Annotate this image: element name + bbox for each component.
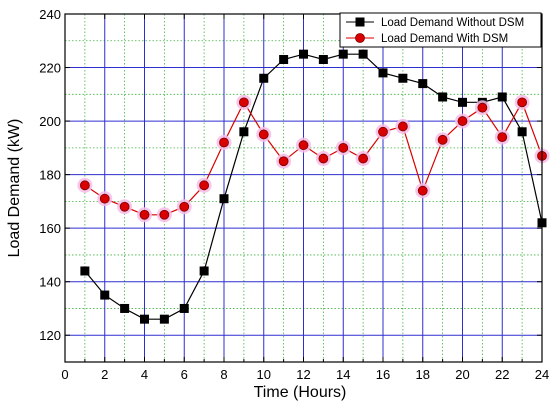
x-tick-label: 10 [257, 367, 271, 382]
data-point-square [497, 92, 507, 102]
legend-label-with-dsm: Load Demand With DSM [381, 33, 508, 45]
data-point-circle [358, 153, 369, 164]
data-point-circle [397, 121, 408, 132]
data-point-square [438, 92, 448, 102]
x-tick-label: 4 [141, 367, 148, 382]
data-point-circle [79, 180, 90, 191]
series-load-demand-without-dsm [80, 49, 547, 324]
data-point-square [338, 49, 348, 59]
legend-marker-without-dsm [355, 17, 365, 27]
legend: Load Demand Without DSM Load Demand With… [339, 12, 542, 48]
x-tick-label: 14 [336, 367, 350, 382]
y-tick-label: 120 [39, 328, 61, 343]
y-tick-label: 180 [39, 168, 61, 183]
x-tick-label: 8 [220, 367, 227, 382]
x-tick-label: 22 [495, 367, 509, 382]
legend-label-without-dsm: Load Demand Without DSM [381, 17, 524, 29]
x-tick-labels: 0 2 4 6 8 10 12 14 16 18 20 22 24 [61, 367, 549, 382]
data-point-circle [477, 102, 488, 113]
data-point-circle [119, 201, 130, 212]
x-axis-title: Time (Hours) [254, 384, 347, 401]
data-point-square [199, 266, 209, 276]
x-tick-label: 2 [101, 367, 108, 382]
data-point-square [517, 127, 527, 137]
data-point-square [179, 303, 189, 313]
data-point-circle [199, 180, 210, 191]
y-tick-label: 200 [39, 114, 61, 129]
data-point-square [259, 73, 269, 83]
data-point-circle [298, 140, 309, 151]
data-point-square [318, 55, 328, 65]
series-group [77, 49, 550, 324]
y-axis-title: Load Demand (kW) [6, 119, 23, 258]
data-point-circle [219, 137, 229, 148]
data-point-circle [378, 126, 388, 137]
data-point-circle [437, 134, 448, 145]
data-point-circle [338, 142, 349, 153]
data-point-square [279, 55, 289, 65]
data-point-square [299, 49, 308, 59]
data-point-circle [497, 132, 508, 143]
x-tick-label: 0 [61, 367, 68, 382]
data-point-square [140, 314, 149, 324]
data-point-circle [457, 116, 468, 126]
data-point-circle [139, 209, 150, 220]
x-tick-label: 16 [376, 367, 390, 382]
x-tick-label: 6 [181, 367, 188, 382]
data-point-circle [159, 209, 170, 220]
data-point-circle [517, 97, 528, 108]
data-point-square [378, 68, 388, 78]
legend-box [339, 12, 542, 48]
data-point-square [80, 266, 90, 276]
y-tick-label: 160 [39, 221, 61, 236]
plot-area-frame [64, 13, 543, 363]
x-tick-label: 24 [535, 367, 549, 382]
data-point-circle [417, 185, 428, 196]
y-tick-label: 140 [39, 275, 61, 290]
data-point-square [120, 303, 130, 313]
x-tick-label: 12 [296, 367, 310, 382]
data-point-square [398, 73, 408, 83]
data-point-square [418, 79, 428, 89]
data-point-circle [278, 156, 289, 167]
data-point-circle [238, 97, 249, 108]
x-tick-label: 18 [416, 367, 430, 382]
data-point-square [239, 127, 249, 137]
series-load-demand-with-dsm [77, 94, 550, 223]
data-point-square [159, 314, 169, 324]
y-tick-labels: 120 140 160 180 200 220 240 [39, 7, 61, 343]
data-point-square [100, 290, 110, 300]
data-point-square [458, 97, 467, 107]
data-point-circle [318, 153, 329, 164]
data-point-circle [99, 193, 110, 204]
data-point-square [219, 194, 229, 204]
data-point-circle [179, 201, 190, 212]
y-tick-label: 240 [39, 7, 61, 22]
data-point-square [358, 49, 368, 59]
x-tick-label: 20 [455, 367, 469, 382]
data-point-circle [258, 129, 269, 140]
y-tick-label: 220 [39, 61, 61, 76]
legend-marker-with-dsm [355, 33, 365, 43]
